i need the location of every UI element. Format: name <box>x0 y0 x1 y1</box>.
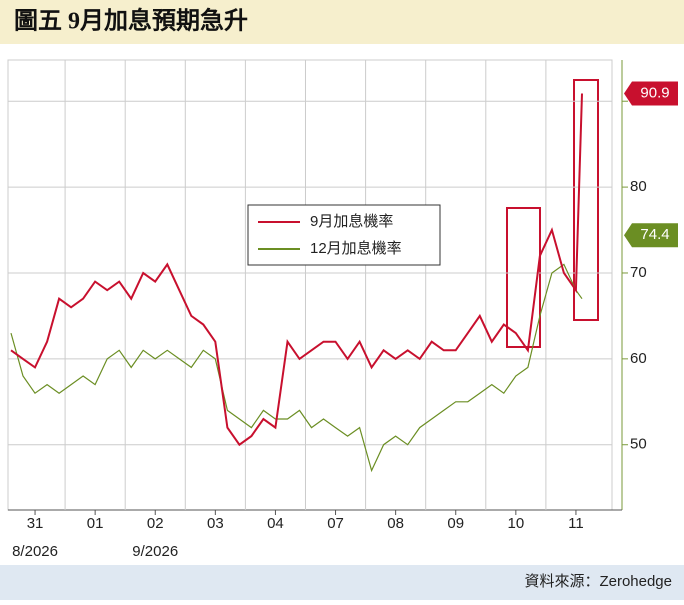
series-line <box>10 263 583 473</box>
x-tick-label: 04 <box>267 515 284 532</box>
highlight-box <box>506 207 541 348</box>
legend-label: 12月加息機率 <box>310 240 402 257</box>
legend-box <box>247 204 441 266</box>
legend: 9月加息機率 12月加息機率 <box>247 204 441 266</box>
latest-tag <box>624 223 678 248</box>
y-tick-label: 80 <box>630 178 647 195</box>
y-tick-label: 70 <box>630 264 647 281</box>
x-tick-label: 31 <box>27 515 44 532</box>
legend-label: 9月加息機率 <box>310 213 393 230</box>
y-tick-label: 60 <box>630 350 647 367</box>
y-tick-label: 50 <box>630 436 647 453</box>
month-label: 8/2026 <box>12 543 58 560</box>
latest-value: 74.4 <box>640 226 669 243</box>
source: 資料來源：Zerohedge <box>524 573 672 590</box>
x-tick-label: 10 <box>507 515 524 532</box>
x-tick-label: 09 <box>447 515 464 532</box>
latest-tag <box>624 81 678 106</box>
x-tick-label: 01 <box>87 515 104 532</box>
x-tick-label: 02 <box>147 515 164 532</box>
month-label: 9/2026 <box>132 543 178 560</box>
latest-label: 74.4 <box>624 223 678 248</box>
title-bar <box>0 0 684 44</box>
latest-value: 90.9 <box>640 84 669 101</box>
chart-title: 圖五 9月加息預期急升 <box>14 7 248 35</box>
x-tick-label: 07 <box>327 515 344 532</box>
x-tick-label: 03 <box>207 515 224 532</box>
latest-label: 90.9 <box>624 81 678 106</box>
x-tick-label: 08 <box>387 515 404 532</box>
series-line <box>10 93 583 447</box>
footer-bar <box>0 565 684 600</box>
highlight-box <box>573 79 599 321</box>
x-tick-label: 11 <box>568 515 584 532</box>
